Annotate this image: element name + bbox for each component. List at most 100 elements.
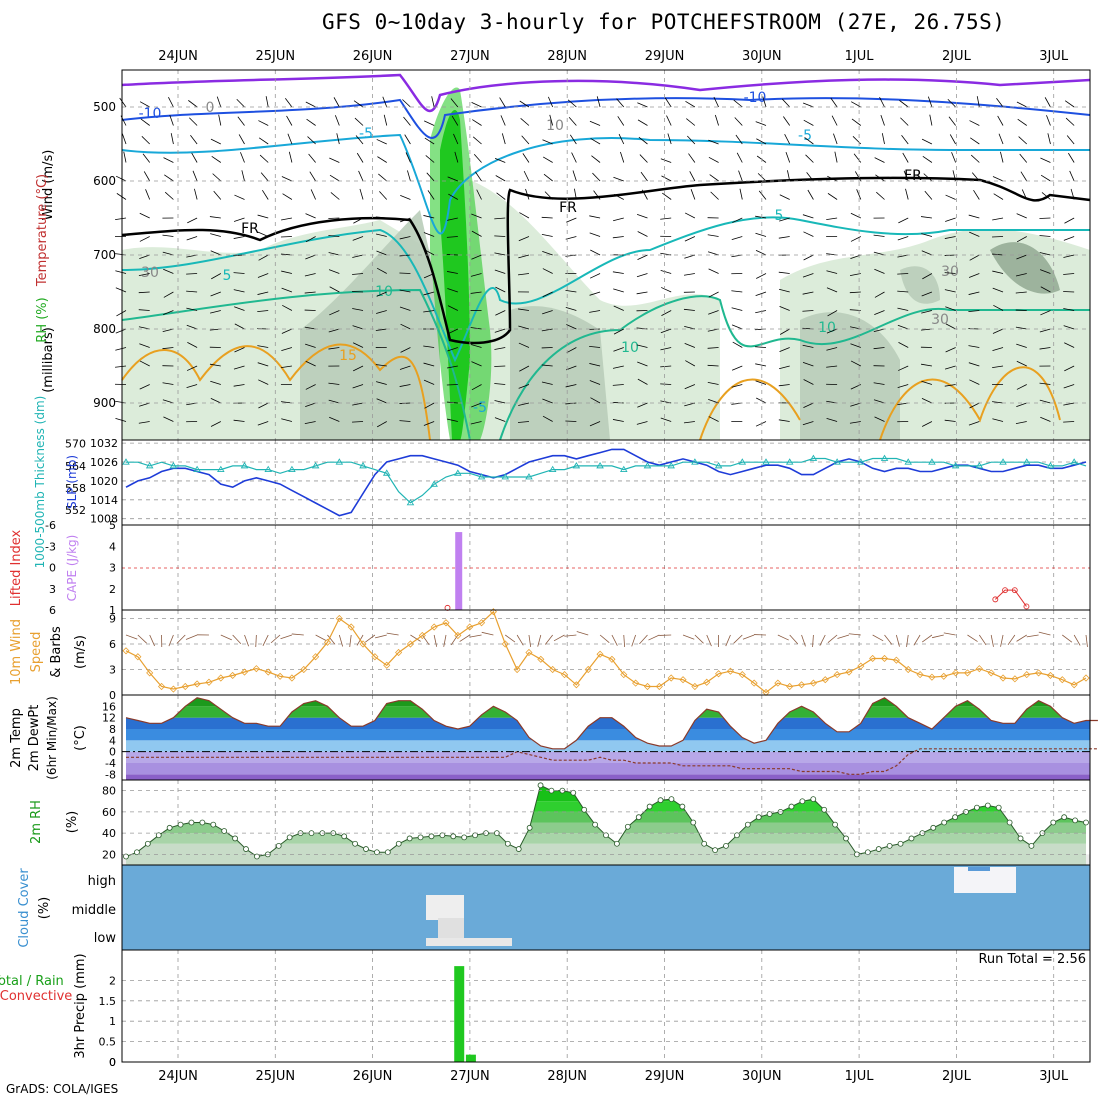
wind-barb [565,307,577,311]
wind-barb [636,213,648,219]
wind-barb [970,137,980,145]
wind-barb [827,310,838,317]
wind-barb [736,152,743,163]
rh-marker [374,849,380,856]
wind-barb [1044,97,1051,108]
wind-barb [376,398,387,404]
rh-marker [352,840,358,847]
wind-barb [542,251,553,256]
wind-barb [473,154,482,163]
wind-barb [310,189,316,200]
wind-barb [451,115,459,126]
wind10-marker [371,653,379,661]
wind-barb [376,291,387,297]
date-label-bottom: 24JUN [158,1069,198,1084]
wind-barb [778,288,790,293]
wind-barb [992,253,1004,256]
wind10-marker [466,623,474,631]
wind-barb [569,134,577,145]
wind-barb [257,362,269,367]
wind-barb [541,216,553,219]
wind10-barb [639,634,648,645]
wind-barb [565,289,577,293]
rh-shade-7 [900,266,940,304]
y-axis-label-units: (%) [37,897,52,920]
wind-barb [329,416,340,422]
y-tick-label: 3 [109,664,116,677]
wind-barb [162,234,174,237]
wind-barb [194,188,198,200]
wind-barb [257,421,269,426]
y-tick-label: 1008 [90,513,118,526]
y-axis-label-rh2m: 2m RH [29,800,44,844]
wind-barb [209,216,221,219]
wind10-marker [205,678,213,686]
y-tick-label: 800 [93,322,116,336]
slp-line [125,448,1087,517]
rh-marker [723,842,729,849]
wind-barb [1064,217,1075,224]
wind-barb [921,421,933,427]
wind-barb [423,291,435,296]
thickness-marker [619,465,628,473]
date-label-bottom: 25JUN [255,1069,295,1084]
wind-barb [471,361,482,367]
y-tick-label: 500 [93,100,116,114]
wind-barb [876,191,885,200]
wind10-marker [193,680,201,688]
thickness-marker [122,458,130,465]
wind10-marker [892,656,900,664]
wind10-marker [632,679,640,687]
wind-barb [186,324,198,330]
wind-barb [565,402,577,405]
wind-barb [688,153,696,163]
y-axis-label-dewpt: 2m DewPt [27,705,42,772]
wind10-marker [596,650,604,658]
wind-barb [447,305,459,311]
wind10-barb [1038,631,1051,636]
temperature-contour-2 [121,133,1090,235]
wind-barb [592,172,601,182]
wind-barb [992,347,1004,351]
contour-label: 0 [206,100,215,116]
wind-barb [1063,384,1075,389]
wind-barb [187,217,198,224]
wind-barb [115,365,127,368]
wind10-barb [742,634,755,640]
wind10-marker [821,676,829,684]
wind-barb [210,250,221,256]
wind-barb [379,191,388,200]
wind-barb [356,152,364,163]
y-tick-label: -4 [105,757,116,770]
wind-barb [352,421,364,423]
rh-marker [668,796,675,803]
y-tick-label: 40 [102,827,116,840]
wind-barb [376,421,387,428]
y-tick-label: 12 [102,712,116,725]
rh-marker [657,797,664,804]
thickness-marker [762,458,770,465]
wind-barb [849,421,861,424]
wind-barb [612,271,624,274]
contour-label: FR [241,221,259,237]
contour-label: -10 [139,106,162,122]
wind-barb [638,136,648,145]
wind10-barb [599,634,610,644]
y-axis-label-units: (°C) [73,725,88,751]
wind-barb [163,416,174,422]
wind-barb [802,102,814,108]
wind-barb [542,268,553,274]
wind-barb [399,420,411,422]
wind10-barb [386,632,399,636]
temperature-contour-1 [121,97,1091,139]
wind-barb [281,328,293,334]
wind-barb [779,217,790,222]
wind-barb [897,273,909,275]
wind-barb [690,189,696,200]
wind10-barb [516,634,524,646]
temperature-contour-3 [121,216,1090,363]
y-tick-label: 0 [109,746,116,759]
y-tick-label: 1.5 [99,995,117,1008]
wind-barb [969,231,980,237]
wind-barb [399,236,411,240]
